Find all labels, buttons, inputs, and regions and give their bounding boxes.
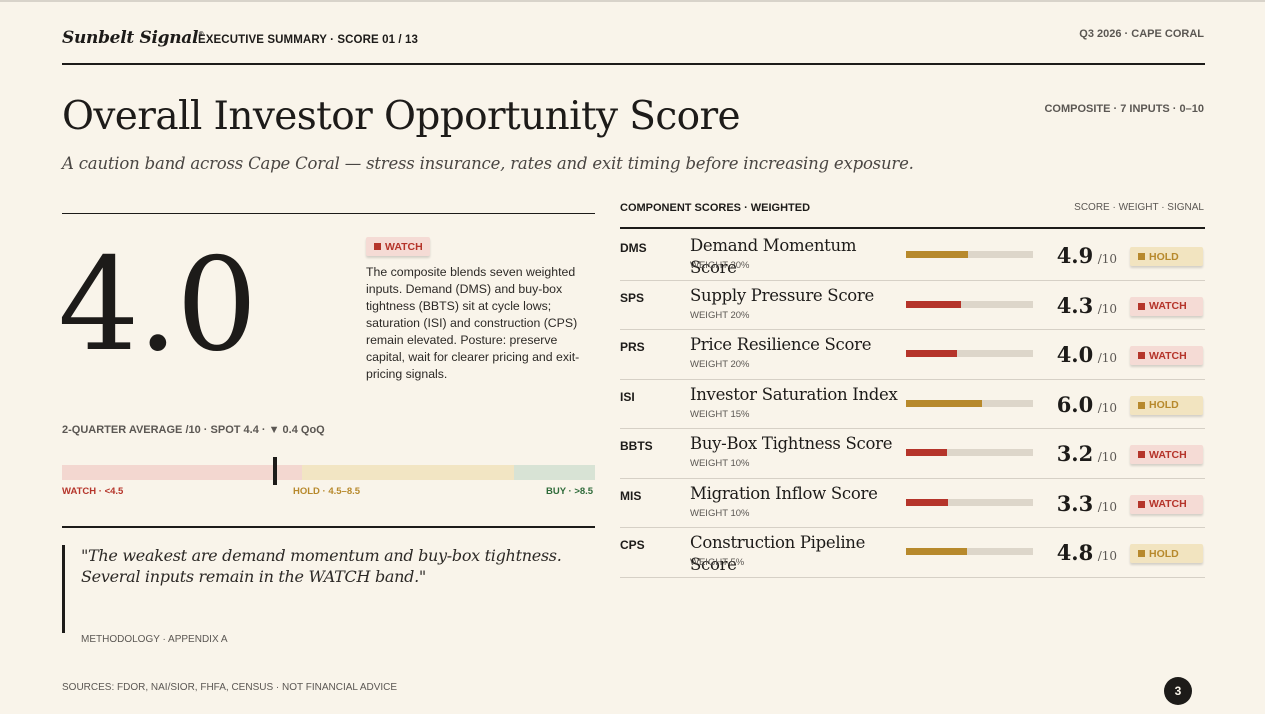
pull-quote: "The weakest are demand momentum and buy… xyxy=(81,546,562,586)
component-score-fill xyxy=(906,498,948,506)
component-code: DMS xyxy=(620,241,647,255)
band-buy xyxy=(514,465,595,480)
header-divider xyxy=(62,63,1205,65)
component-code: ISI xyxy=(620,389,635,404)
signal-square-icon xyxy=(1138,550,1145,557)
quote-bar xyxy=(62,545,65,633)
panel-divider xyxy=(620,227,1205,229)
component-code: CPS xyxy=(620,538,645,552)
component-score: 4.0 /10 xyxy=(1056,342,1117,367)
page-number: 3 xyxy=(1164,677,1192,705)
component-weight: WEIGHT 20% xyxy=(690,260,750,271)
signal-square-icon xyxy=(1138,253,1145,260)
quarter-location: Q3 2026 · CAPE CORAL xyxy=(1079,28,1204,40)
signal-square-icon xyxy=(1138,352,1145,359)
component-score-track xyxy=(906,300,1033,308)
panel-title: COMPONENT SCORES · WEIGHTED xyxy=(620,202,811,214)
band-hold xyxy=(302,465,514,480)
component-row: BBTS Buy-Box Tightness Score WEIGHT 10% … xyxy=(620,429,1205,479)
component-score-track xyxy=(906,498,1033,506)
component-signal-badge: HOLD xyxy=(1130,544,1203,563)
component-name: Construction Pipeline Score xyxy=(690,533,866,574)
methodology-link[interactable]: METHODOLOGY · APPENDIX A xyxy=(81,634,228,645)
component-name: Supply Pressure Score xyxy=(690,285,874,305)
component-score-fill xyxy=(906,548,967,555)
component-score-fill xyxy=(906,350,957,357)
component-signal-badge: HOLD xyxy=(1130,395,1203,415)
signal-square-icon xyxy=(1138,302,1145,310)
component-name: Buy-Box Tightness Score xyxy=(690,434,893,453)
component-row: PRS Price Resilience Score WEIGHT 20% 4.… xyxy=(620,330,1205,380)
component-code: SPS xyxy=(620,290,645,305)
component-signal-badge: HOLD xyxy=(1130,247,1203,266)
component-score-fill xyxy=(906,300,961,308)
component-code: BBTS xyxy=(620,439,653,453)
band-label-watch: WATCH · <4.5 xyxy=(62,486,124,497)
score-marker xyxy=(273,457,277,485)
brand-logo: Sunbelt Signal® xyxy=(62,28,204,48)
component-weight: WEIGHT 20% xyxy=(690,309,750,321)
left-divider xyxy=(62,213,595,214)
quote-divider xyxy=(62,526,595,528)
component-signal-badge: WATCH xyxy=(1130,346,1203,365)
sources-footer: SOURCES: FDOR, NAI/SIOR, FHFA, CENSUS · … xyxy=(62,682,398,693)
component-row: ISI Investor Saturation Index WEIGHT 15%… xyxy=(620,380,1205,429)
panel-legend: SCORE · WEIGHT · SIGNAL xyxy=(1074,202,1204,213)
component-weight: WEIGHT 10% xyxy=(690,507,750,519)
component-score: 6.0 /10 xyxy=(1056,391,1117,417)
signal-square-icon xyxy=(374,243,381,250)
component-row: DMS Demand Momentum Score WEIGHT 20% 4.9… xyxy=(620,231,1205,281)
signal-square-icon xyxy=(1138,401,1145,409)
page-subtitle: A caution band across Cape Coral — stres… xyxy=(62,154,914,173)
component-score-track xyxy=(906,251,1033,258)
component-score-fill xyxy=(906,449,947,456)
component-score: 3.2 /10 xyxy=(1056,441,1117,466)
component-score: 3.3 /10 xyxy=(1056,490,1117,516)
component-name: Demand Momentum Score xyxy=(690,236,857,277)
component-signal-badge: WATCH xyxy=(1130,296,1203,316)
signal-square-icon xyxy=(1138,451,1145,458)
component-weight: WEIGHT 10% xyxy=(690,458,750,469)
component-code: MIS xyxy=(620,488,642,503)
component-score: 4.3 /10 xyxy=(1056,292,1117,318)
signal-square-icon xyxy=(1138,500,1145,508)
component-weight: WEIGHT 15% xyxy=(690,408,750,420)
component-score-track xyxy=(906,449,1033,456)
band-label-buy: BUY · >8.5 xyxy=(546,486,594,497)
section-label: EXECUTIVE SUMMARY · SCORE 01 / 13 xyxy=(198,34,418,46)
component-signal-badge: WATCH xyxy=(1130,494,1203,514)
component-weight: WEIGHT 20% xyxy=(690,359,750,370)
average-line: 2-QUARTER AVERAGE /10 · SPOT 4.4 · ▼ 0.4… xyxy=(62,424,325,436)
component-score-fill xyxy=(906,399,983,407)
band-label-hold: HOLD · 4.5–8.5 xyxy=(293,486,361,497)
component-score-track xyxy=(906,399,1033,407)
component-code: PRS xyxy=(620,340,645,354)
component-name: Migration Inflow Score xyxy=(690,483,878,503)
overall-signal-badge: WATCH xyxy=(366,237,430,256)
band-watch xyxy=(62,465,302,480)
component-name: Investor Saturation Index xyxy=(690,384,898,404)
component-row: SPS Supply Pressure Score WEIGHT 20% 4.3… xyxy=(620,281,1205,330)
component-signal-badge: WATCH xyxy=(1130,445,1203,464)
component-score-track xyxy=(906,350,1033,357)
component-row: MIS Migration Inflow Score WEIGHT 10% 3.… xyxy=(620,479,1205,528)
page-title: Overall Investor Opportunity Score xyxy=(62,94,741,139)
component-score: 4.9 /10 xyxy=(1056,243,1117,268)
component-row: CPS Construction Pipeline Score WEIGHT 5… xyxy=(620,528,1205,578)
composite-label: COMPOSITE · 7 INPUTS · 0–10 xyxy=(1044,103,1204,115)
component-score: 4.8 /10 xyxy=(1056,540,1117,565)
component-name: Price Resilience Score xyxy=(690,335,872,354)
overall-score: 4.0 xyxy=(58,231,258,380)
component-weight: WEIGHT 5% xyxy=(690,557,745,568)
component-score-fill xyxy=(906,251,969,258)
overall-summary: The composite blends seven weighted inpu… xyxy=(366,265,580,381)
component-score-track xyxy=(906,548,1033,555)
